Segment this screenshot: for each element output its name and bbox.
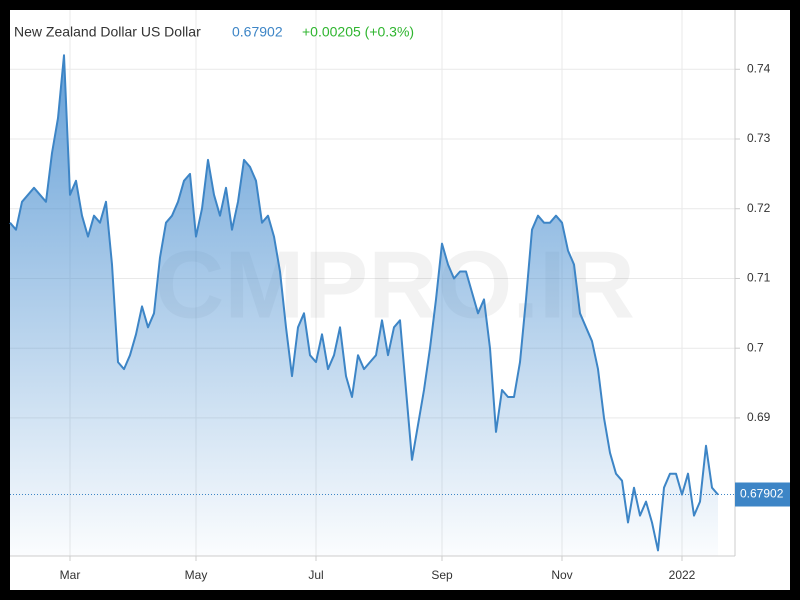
y-tick-label: 0.73 (747, 131, 771, 145)
plot (9, 54, 735, 557)
x-tick-label: Sep (431, 568, 453, 582)
header-change: +0.00205 (+0.3%) (302, 24, 414, 40)
y-tick-label: 0.7 (747, 340, 764, 354)
x-tick-label: Nov (551, 568, 572, 582)
line (9, 54, 719, 552)
y-tick-label: 0.71 (747, 271, 771, 285)
y-tick-label: 0.74 (747, 61, 771, 75)
axes: 0.69 0.7 0.71 0.72 0.73 0.74 Mar May Jul Sep Nov 20… (60, 61, 790, 582)
x-tick-label: Jul (308, 568, 323, 582)
chart-title: New Zealand Dollar US Dollar (14, 24, 201, 40)
y-tick-label: 0.69 (747, 410, 771, 424)
price-tag-label: 0.67902 (740, 487, 784, 501)
area (10, 55, 718, 557)
y-tick-label: 0.72 (747, 201, 771, 215)
x-tick-label: Mar (60, 568, 81, 582)
header-price: 0.67902 (232, 24, 283, 40)
price-tag (735, 482, 790, 507)
x-tick-label: May (185, 568, 208, 582)
x-tick-label: 2022 (669, 568, 696, 582)
